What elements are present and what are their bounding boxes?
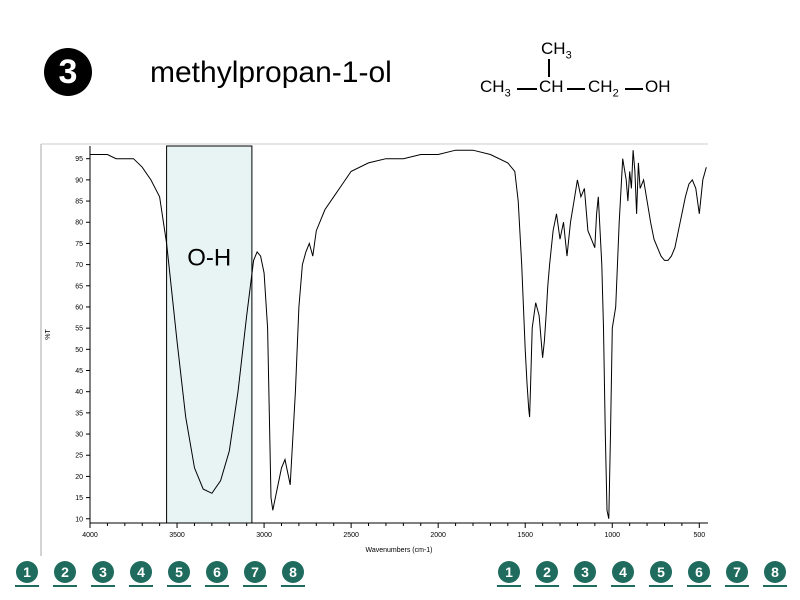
y-tick-label: 10 (75, 516, 83, 523)
x-tick-label: 3500 (169, 532, 185, 539)
nav-underline (243, 585, 267, 587)
formula-group-1: CH3 (480, 77, 511, 100)
x-tick-label: 2000 (430, 532, 446, 539)
y-tick-label: 75 (75, 241, 83, 248)
formula-group-4: OH (645, 77, 671, 96)
nav-left-slide-2-button[interactable]: 2 (46, 561, 84, 587)
nav-number-1: 1 (16, 561, 38, 583)
nav-number-8: 8 (764, 561, 786, 583)
nav-right-slide-3-button[interactable]: 3 (566, 561, 604, 587)
y-tick-label: 80 (75, 220, 83, 227)
nav-underline (167, 585, 191, 587)
nav-left-slide-8-button[interactable]: 8 (274, 561, 312, 587)
x-tick-label: 500 (693, 532, 705, 539)
y-tick-label: 95 (75, 156, 83, 163)
nav-underline (763, 585, 787, 587)
y-tick-label: 70 (75, 262, 83, 269)
formula-group-3: CH2 (588, 77, 619, 100)
formula-bond-3 (625, 88, 643, 90)
nav-number-2: 2 (536, 561, 558, 583)
y-tick-label: 45 (75, 368, 83, 375)
nav-left-slide-1-button[interactable]: 1 (8, 561, 46, 587)
nav-number-5: 5 (168, 561, 190, 583)
nav-number-3: 3 (574, 561, 596, 583)
nav-number-7: 7 (244, 561, 266, 583)
nav-right-slide-6-button[interactable]: 6 (680, 561, 718, 587)
x-tick-label: 1500 (517, 532, 533, 539)
formula-top-group: CH3 (541, 39, 572, 62)
y-tick-label: 50 (75, 347, 83, 354)
structural-formula: CH3 CH3 CH CH2 OH (475, 35, 695, 105)
nav-underline (15, 585, 39, 587)
nav-number-1: 1 (498, 561, 520, 583)
nav-left-slide-6-button[interactable]: 6 (198, 561, 236, 587)
slide-number-badge: 3 (44, 48, 92, 96)
nav-underline (687, 585, 711, 587)
spectrum-trace (90, 149, 707, 519)
nav-underline (53, 585, 77, 587)
y-tick-label: 60 (75, 304, 83, 311)
y-axis-label: %T (45, 329, 52, 340)
nav-underline (205, 585, 229, 587)
y-tick-label: 55 (75, 326, 83, 333)
formula-group-2: CH (539, 77, 564, 96)
x-tick-label: 4000 (82, 532, 98, 539)
nav-right-slide-2-button[interactable]: 2 (528, 561, 566, 587)
y-tick-label: 25 (75, 453, 83, 460)
nav-number-4: 4 (612, 561, 634, 583)
oh-band-label: O-H (187, 245, 231, 272)
nav-underline (649, 585, 673, 587)
nav-underline (91, 585, 115, 587)
x-tick-label: 2500 (343, 532, 359, 539)
x-tick-label: 3000 (256, 532, 272, 539)
nav-underline (281, 585, 305, 587)
y-tick-label: 20 (75, 474, 83, 481)
nav-left-slide-7-button[interactable]: 7 (236, 561, 274, 587)
y-tick-label: 30 (75, 432, 83, 439)
x-tick-label: 1000 (604, 532, 620, 539)
y-tick-label: 15 (75, 495, 83, 502)
nav-left-slide-5-button[interactable]: 5 (160, 561, 198, 587)
nav-left-slide-4-button[interactable]: 4 (122, 561, 160, 587)
oh-highlight-band (166, 145, 253, 524)
compound-name: methylpropan-1-ol (150, 56, 392, 89)
nav-underline (497, 585, 521, 587)
nav-number-2: 2 (54, 561, 76, 583)
nav-number-3: 3 (92, 561, 114, 583)
nav-number-7: 7 (726, 561, 748, 583)
nav-number-5: 5 (650, 561, 672, 583)
formula-bond-2 (567, 88, 585, 90)
ir-spectrum-chart: 10 15 20 25 30 35 40 45 50 55 60 65 70 75 80 85 90 95 4000… (40, 143, 708, 556)
nav-right-slide-4-button[interactable]: 4 (604, 561, 642, 587)
nav-right-slide-5-button[interactable]: 5 (642, 561, 680, 587)
nav-underline (611, 585, 635, 587)
y-tick-label: 85 (75, 199, 83, 206)
nav-underline (573, 585, 597, 587)
nav-underline (725, 585, 749, 587)
nav-underline (535, 585, 559, 587)
nav-underline (129, 585, 153, 587)
nav-right-slide-8-button[interactable]: 8 (756, 561, 794, 587)
y-tick-label: 40 (75, 389, 83, 396)
nav-number-6: 6 (688, 561, 710, 583)
y-tick-label: 90 (75, 177, 83, 184)
nav-number-4: 4 (130, 561, 152, 583)
x-axis-label: Wavenumbers (cm-1) (365, 547, 432, 554)
nav-number-8: 8 (282, 561, 304, 583)
formula-bond-1 (517, 88, 537, 90)
y-tick-label: 65 (75, 283, 83, 290)
nav-right-slide-7-button[interactable]: 7 (718, 561, 756, 587)
nav-number-6: 6 (206, 561, 228, 583)
nav-left-slide-3-button[interactable]: 3 (84, 561, 122, 587)
nav-right-slide-1-button[interactable]: 1 (490, 561, 528, 587)
formula-vertical-bond (548, 59, 550, 77)
y-tick-label: 35 (75, 410, 83, 417)
